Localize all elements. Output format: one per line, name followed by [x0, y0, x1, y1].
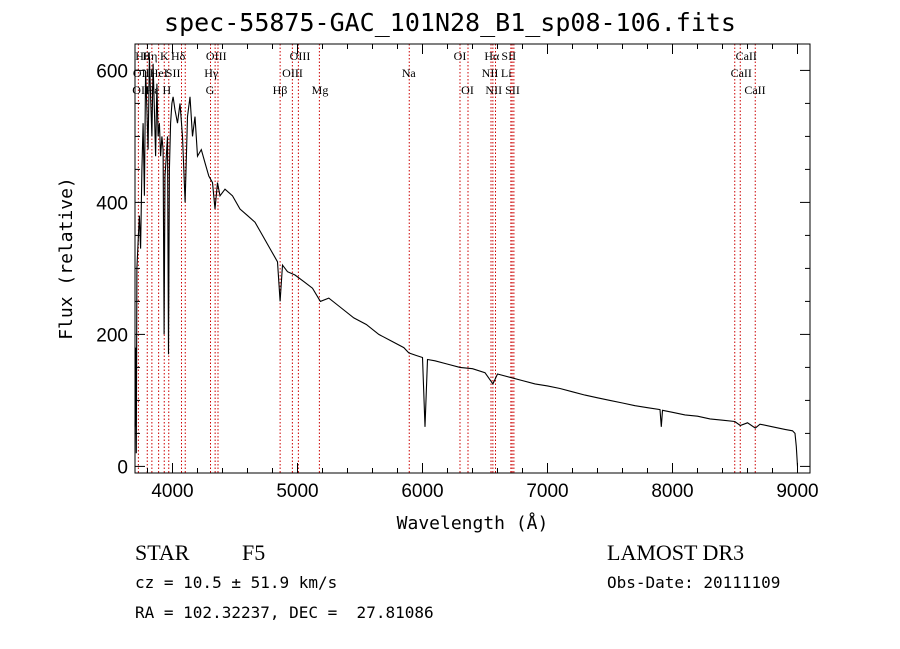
y-tick-label: 0 [117, 457, 128, 478]
chart-title: spec-55875-GAC_101N28_B1_sp08-106.fits [164, 8, 736, 37]
line-label: K [160, 49, 169, 63]
line-label: SII [166, 66, 181, 80]
line-label: CaII [744, 83, 765, 97]
line-label: Hδ [171, 49, 186, 63]
line-label: OIII [290, 49, 311, 63]
x-tick-label: 8000 [651, 481, 693, 502]
line-label: OII [132, 83, 149, 97]
line-label: Hη [143, 49, 158, 63]
line-label: NII [485, 83, 502, 97]
x-tick-label: 9000 [776, 481, 818, 502]
line-label: Mg [312, 83, 329, 97]
y-tick-label: 600 [96, 61, 128, 82]
object-class: STAR [135, 540, 190, 565]
x-axis-label: Wavelength (Å) [397, 512, 549, 534]
plot-frame [134, 43, 811, 474]
line-label: H [163, 83, 172, 97]
line-label: SII [505, 83, 520, 97]
x-tick-label: 4000 [151, 481, 193, 502]
line-label: G [206, 83, 215, 97]
line-label: HeI [150, 66, 168, 80]
spectrum-line [134, 57, 799, 467]
redshift-text: cz = 10.5 ± 51.9 km/s [135, 573, 338, 592]
line-label: Hβ [273, 83, 288, 97]
line-label: Li [501, 66, 512, 80]
line-label: OI [461, 83, 474, 97]
x-tick-label: 6000 [401, 481, 443, 502]
y-tick-label: 400 [96, 193, 128, 214]
object-subclass: F5 [242, 540, 266, 565]
line-label: Hα [484, 49, 500, 63]
line-label: OIII [282, 66, 303, 80]
obs-date: Obs-Date: 20111109 [607, 573, 781, 592]
line-label: CaII [736, 49, 757, 63]
coordinates: RA = 102.32237, DEC = 27.81086 [135, 603, 434, 622]
line-label: Hθ [135, 49, 150, 63]
line-label: Na [402, 66, 417, 80]
line-label: OI [454, 49, 467, 63]
line-label: CaII [731, 66, 752, 80]
line-label: SII [501, 49, 516, 63]
line-label: Hγ [204, 66, 219, 80]
y-tick-label: 200 [96, 325, 128, 346]
y-axis-label: Flux (relative) [56, 177, 77, 340]
x-tick-label: 7000 [526, 481, 568, 502]
line-label: NII [482, 66, 499, 80]
line-label: OIII [206, 49, 227, 63]
survey-name: LAMOST DR3 [607, 540, 745, 565]
x-tick-label: 5000 [276, 481, 318, 502]
